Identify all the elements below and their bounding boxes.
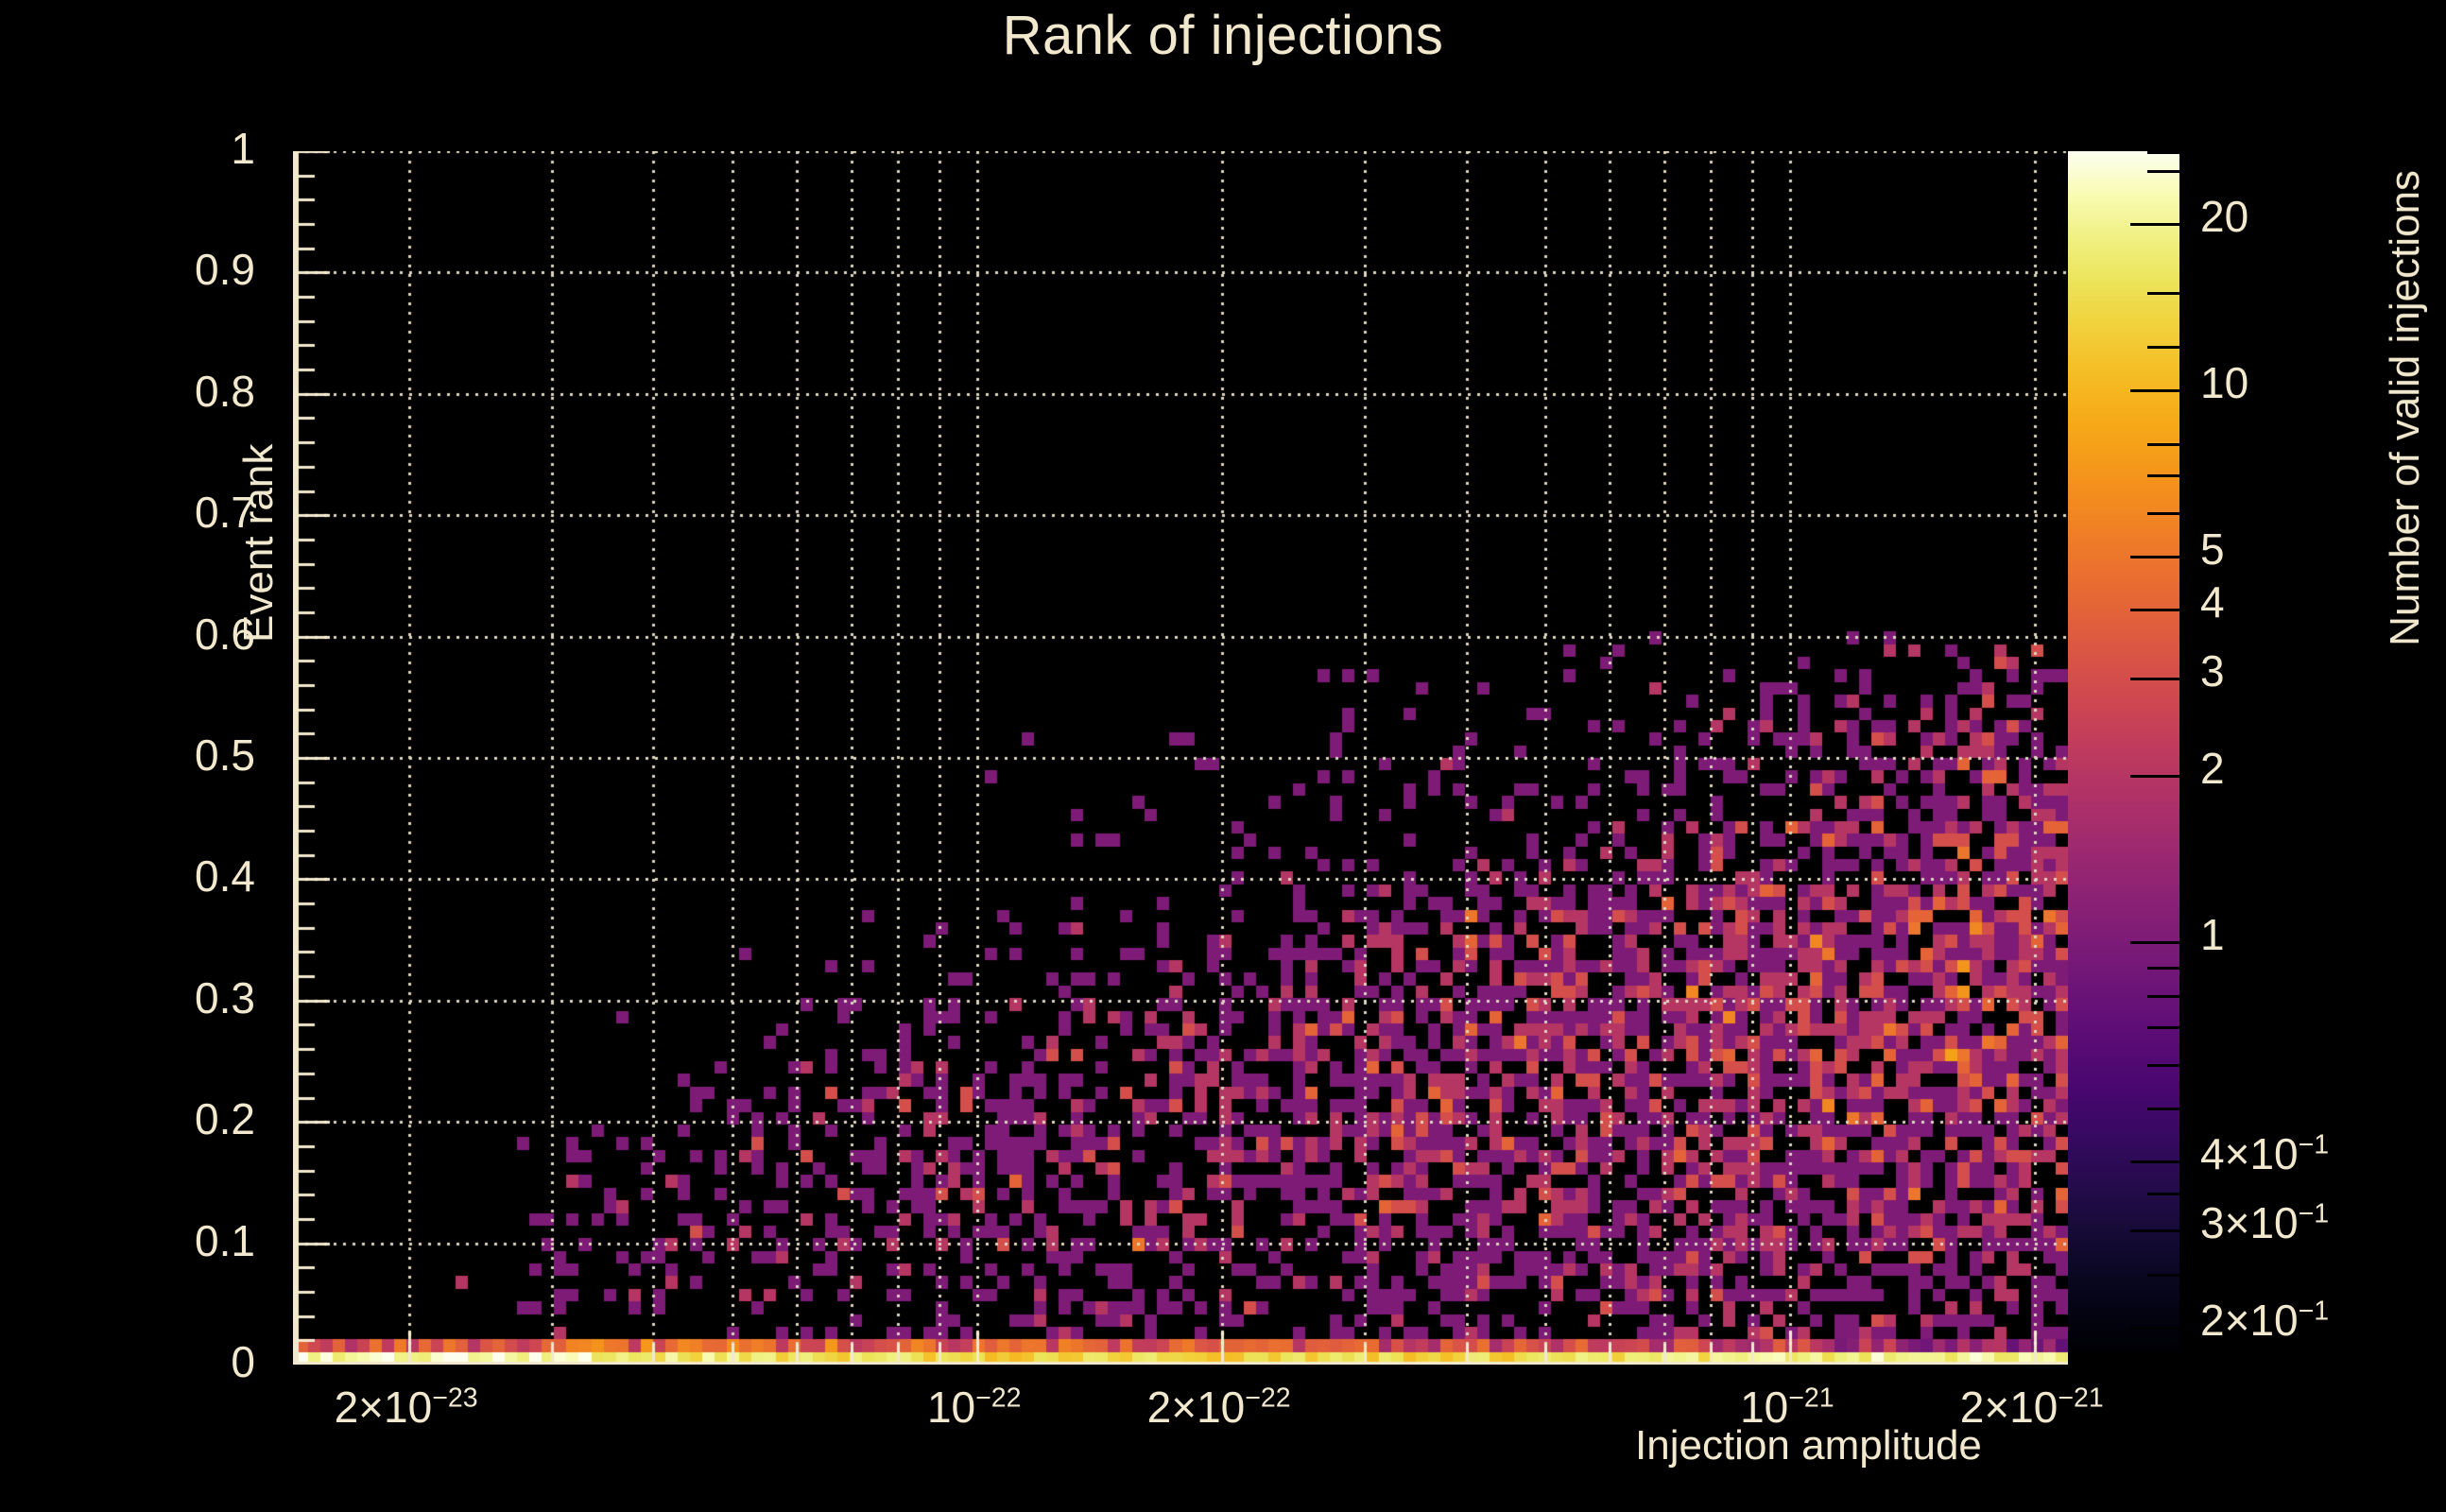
colorbar-gradient: [2068, 151, 2179, 1352]
y-tick-label: 0.4: [195, 851, 255, 902]
x-tick-label: 2×10−23: [298, 1383, 515, 1432]
x-tick-exponent: −21: [1788, 1383, 1834, 1414]
y-tick-label: 0: [231, 1337, 255, 1386]
cbar-tick-mantissa: 2×10: [2200, 1296, 2299, 1346]
x-tick-mantissa: 2×10: [334, 1383, 433, 1432]
y-tick-labels: 0 0.1 0.2 0.3 0.4 0.5 0.6 0.7 0.8 0.9 1: [0, 0, 272, 1512]
colorbar-tick-label: 4: [2200, 577, 2225, 627]
colorbar-label: Number of valid injections: [2382, 170, 2428, 646]
cbar-tick-mantissa: 3×10: [2200, 1198, 2299, 1248]
x-axis-label: Injection amplitude: [1635, 1422, 1982, 1469]
x-tick-mantissa: 10: [926, 1383, 976, 1432]
colorbar-tick-label: 2: [2200, 744, 2225, 794]
x-tick-exponent: −22: [1245, 1383, 1291, 1414]
y-tick-label: 0.3: [195, 972, 255, 1022]
x-tick-exponent: −23: [432, 1383, 478, 1414]
x-tick-label: 10−21: [1679, 1383, 1896, 1432]
y-tick-label: 1: [231, 124, 255, 173]
x-tick-mantissa: 10: [1740, 1383, 1789, 1432]
colorbar-tick-label: 10: [2200, 357, 2249, 407]
chart-title: Rank of injections: [1002, 5, 1444, 66]
cbar-tick-exponent: −1: [2298, 1296, 2330, 1327]
x-tick-label: 10−22: [866, 1383, 1083, 1432]
y-tick-label: 0.5: [195, 730, 255, 780]
y-tick-label: 0.7: [195, 488, 255, 538]
y-tick-label: 0.2: [195, 1094, 255, 1144]
y-tick-label: 0.1: [195, 1215, 255, 1265]
colorbar-tick-label: 3×10−1: [2200, 1198, 2330, 1248]
x-tick-mantissa: 2×10: [1959, 1383, 2058, 1432]
plot-area: Event rank: [235, 151, 2068, 1365]
x-tick-exponent: −21: [2058, 1383, 2104, 1414]
x-tick-mantissa: 2×10: [1146, 1383, 1246, 1432]
colorbar-tick-label: 20: [2200, 192, 2249, 242]
x-tick-label: 2×10−22: [1111, 1383, 1328, 1432]
x-tick-exponent: −22: [975, 1383, 1022, 1414]
colorbar-tick-label: 5: [2200, 524, 2225, 574]
y-tick-label: 0.8: [195, 366, 255, 416]
y-tick-label: 0.9: [195, 245, 255, 295]
cbar-tick-exponent: −1: [2298, 1199, 2330, 1230]
colorbar-tick-label: 2×10−1: [2200, 1296, 2330, 1346]
y-axis-label: Event rank: [235, 443, 282, 643]
colorbar: [2068, 151, 2179, 1352]
cbar-tick-exponent: −1: [2298, 1130, 2330, 1161]
colorbar-tick-label: 1: [2200, 910, 2225, 960]
y-tick-label: 0.6: [195, 609, 255, 659]
colorbar-tick-label: 4×10−1: [2200, 1129, 2330, 1179]
x-tick-label: 2×10−21: [1923, 1383, 2141, 1432]
colorbar-tick-label: 3: [2200, 646, 2225, 696]
cbar-tick-mantissa: 4×10: [2200, 1129, 2299, 1179]
heatmap-canvas: [296, 151, 2068, 1365]
